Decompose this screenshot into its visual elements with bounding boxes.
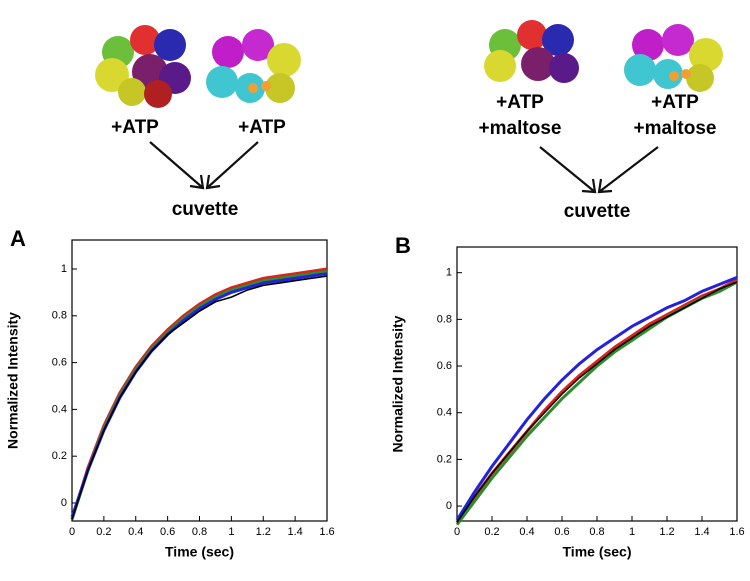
input-label: +ATP xyxy=(111,117,159,138)
data-line xyxy=(71,275,328,520)
x-tick-label: 0.2 xyxy=(96,526,111,538)
y-tick-label: 1 xyxy=(446,267,452,279)
panel-label: B xyxy=(395,233,411,258)
plot-frame xyxy=(456,246,738,522)
input-label: +ATP xyxy=(238,117,286,138)
y-tick-label: 0.2 xyxy=(52,450,67,462)
y-tick-label: 0.4 xyxy=(437,407,452,419)
x-tick-label: 0 xyxy=(69,526,75,538)
y-tick-label: 0.8 xyxy=(437,313,452,325)
input-label: +maltose xyxy=(634,118,717,139)
x-tick-label: 0.6 xyxy=(160,526,175,538)
y-tick-label: 0.2 xyxy=(437,453,452,465)
output-label: cuvette xyxy=(172,199,239,220)
y-tick-label: 0.6 xyxy=(52,357,67,369)
y-tick-label: 0.8 xyxy=(52,310,67,322)
x-tick-label: 1.6 xyxy=(319,526,334,538)
x-tick-label: 0.2 xyxy=(484,526,499,538)
arrows xyxy=(149,141,659,194)
input-label: +maltose xyxy=(479,118,562,139)
y-tick-label: 0 xyxy=(61,497,67,509)
data-line xyxy=(455,280,738,526)
x-axis-label: Time (sec) xyxy=(563,544,632,560)
x-tick-label: 1 xyxy=(629,526,635,538)
x-tick-label: 1.6 xyxy=(729,526,744,538)
x-tick-label: 0.8 xyxy=(589,526,604,538)
y-axis-label: Normalized Intensity xyxy=(5,312,21,449)
data-line xyxy=(70,272,328,518)
x-tick-label: 1.4 xyxy=(287,526,302,538)
panel-label: A xyxy=(10,226,26,251)
x-tick-label: 0.4 xyxy=(519,526,534,538)
x-tick-label: 0.4 xyxy=(128,526,143,538)
x-tick-label: 1.4 xyxy=(694,526,709,538)
x-axis-label: Time (sec) xyxy=(165,544,234,560)
y-tick-label: 0.6 xyxy=(437,360,452,372)
protein-illustrations xyxy=(95,20,723,108)
y-tick-label: 0.4 xyxy=(52,403,67,415)
data-line xyxy=(455,278,738,524)
data-line xyxy=(455,275,738,521)
x-tick-label: 1.2 xyxy=(659,526,674,538)
output-label: cuvette xyxy=(564,201,631,222)
data-line xyxy=(456,281,738,523)
x-tick-label: 0.8 xyxy=(192,526,207,538)
x-tick-label: 0.6 xyxy=(554,526,569,538)
x-tick-label: 1.2 xyxy=(256,526,271,538)
input-label: +ATP xyxy=(651,92,699,113)
x-tick-label: 0 xyxy=(454,526,460,538)
y-axis-label: Normalized Intensity xyxy=(390,315,406,452)
y-tick-label: 0 xyxy=(446,500,452,512)
x-tick-label: 1 xyxy=(228,526,234,538)
y-tick-label: 1 xyxy=(61,263,67,275)
input-label: +ATP xyxy=(496,92,544,113)
